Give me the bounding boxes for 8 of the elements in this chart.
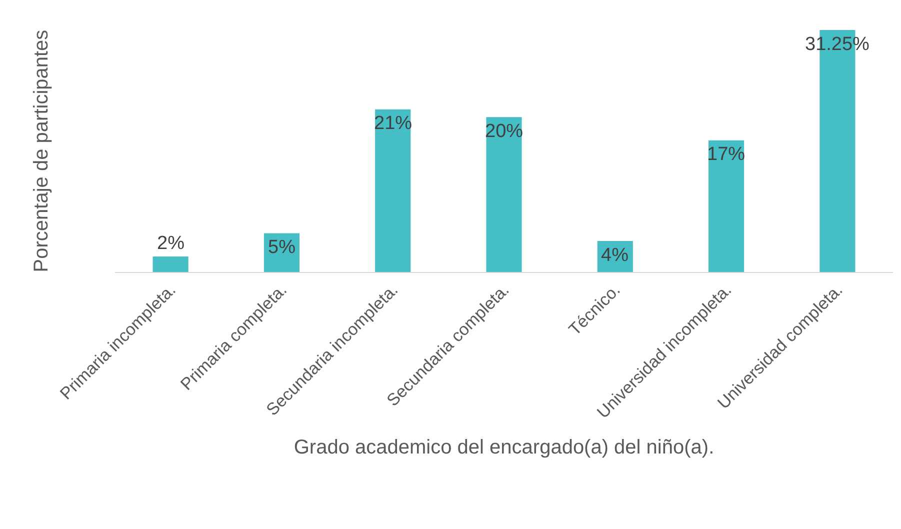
bar [152,256,188,272]
bar [375,109,411,272]
y-axis-title: Porcentaje de participantes [30,30,52,272]
x-axis-title: Grado academico del encargado(a) del niño(a). [294,436,714,459]
data-label: 5% [268,237,296,258]
data-label: 2% [157,233,185,254]
bar [486,117,522,272]
data-label: 4% [601,245,629,266]
